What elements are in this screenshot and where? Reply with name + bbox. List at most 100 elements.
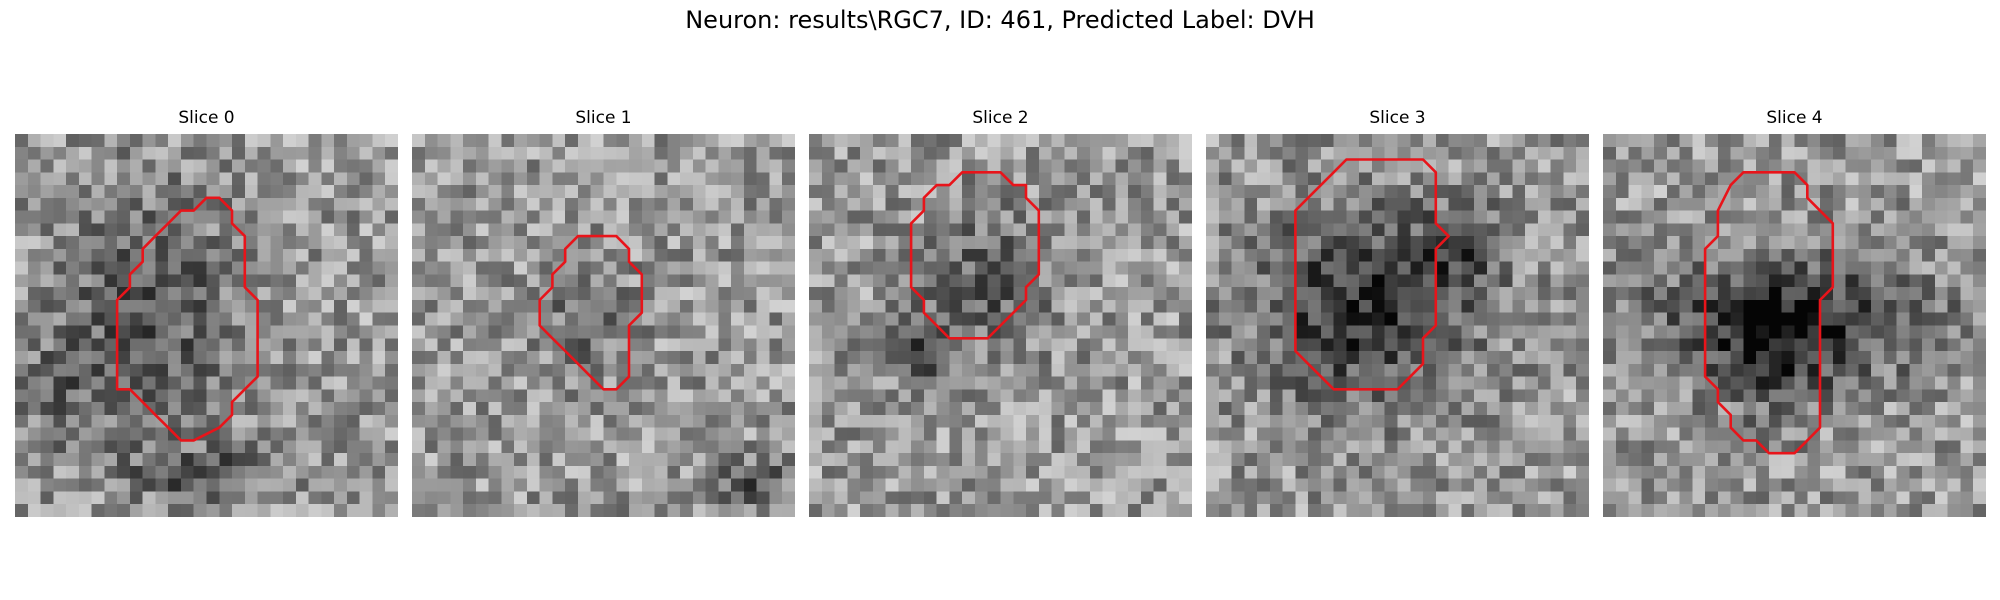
pixel: [1537, 491, 1552, 505]
pixel: [1089, 172, 1104, 186]
pixel: [1576, 197, 1589, 212]
pixel: [821, 351, 836, 365]
pixel: [1717, 491, 1732, 505]
pixel: [104, 312, 118, 327]
pixel: [514, 389, 528, 403]
pixel: [372, 146, 386, 161]
pixel: [78, 376, 93, 390]
pixel: [91, 440, 105, 454]
pixel: [180, 440, 195, 454]
pixel: [117, 427, 131, 441]
pixel: [1947, 287, 1962, 301]
pixel: [1269, 172, 1284, 186]
pixel: [680, 504, 694, 517]
pixel: [91, 414, 105, 429]
pixel: [1576, 312, 1589, 327]
pixel: [180, 491, 195, 505]
pixel: [1960, 185, 1974, 199]
pixel: [1359, 197, 1373, 212]
pixel: [782, 261, 795, 276]
pixel: [1576, 351, 1589, 365]
pixel: [321, 146, 335, 161]
pixel: [898, 414, 912, 429]
pixel: [1512, 274, 1526, 288]
pixel: [577, 197, 592, 212]
pixel: [1871, 440, 1885, 454]
pixel: [1410, 338, 1424, 352]
pixel: [1153, 363, 1168, 378]
pixel: [1615, 210, 1630, 224]
pixel: [1973, 376, 1986, 390]
pixel: [756, 491, 771, 505]
pixel: [1295, 223, 1309, 237]
pixel: [1756, 172, 1770, 186]
pixel: [1102, 134, 1116, 148]
pixel: [1781, 299, 1796, 314]
pixel: [1320, 351, 1335, 365]
pixel: [705, 363, 719, 378]
pixel: [667, 440, 681, 454]
pixel: [1922, 440, 1936, 454]
pixel: [1371, 248, 1386, 263]
pixel: [1038, 453, 1053, 467]
pixel: [885, 427, 899, 441]
pixel: [1371, 210, 1386, 224]
pixel: [743, 287, 758, 301]
pixel: [424, 223, 439, 237]
pixel: [860, 338, 874, 352]
pixel: [1922, 146, 1936, 161]
pixel: [911, 427, 925, 441]
pixel: [359, 248, 374, 263]
pixel: [1064, 427, 1078, 441]
pixel: [616, 351, 630, 365]
pixel: [1102, 185, 1116, 199]
pixel: [1295, 261, 1309, 276]
pixel: [590, 261, 605, 276]
pixel: [809, 504, 823, 517]
pixel: [1038, 325, 1053, 339]
pixel: [1628, 159, 1642, 173]
pixel: [283, 261, 297, 276]
pixel: [1628, 440, 1642, 454]
pixel: [872, 210, 887, 224]
pixel: [898, 453, 912, 467]
pixel: [834, 287, 848, 301]
pixel: [1934, 159, 1949, 173]
pixel: [270, 465, 284, 480]
pixel: [385, 248, 398, 263]
pixel: [629, 389, 643, 403]
pixel: [1871, 351, 1885, 365]
pixel: [718, 172, 732, 186]
pixel: [1705, 185, 1719, 199]
pixel: [1474, 453, 1488, 467]
pixel: [577, 159, 592, 173]
pixel: [372, 287, 386, 301]
pixel: [424, 465, 439, 480]
pixel: [834, 261, 848, 276]
pixel: [412, 185, 426, 199]
pixel: [885, 491, 899, 505]
pixel: [129, 274, 144, 288]
pixel: [412, 376, 426, 390]
pixel: [232, 146, 246, 161]
pixel: [1257, 338, 1271, 352]
pixel: [1486, 414, 1501, 429]
pixel: [1166, 338, 1180, 352]
pixel: [1218, 504, 1233, 517]
pixel: [104, 491, 118, 505]
pixel: [117, 440, 131, 454]
pixel: [488, 236, 502, 250]
pixel: [1231, 134, 1245, 148]
pixel: [692, 465, 707, 480]
pixel: [437, 491, 451, 505]
pixel: [911, 402, 925, 416]
pixel: [860, 478, 874, 493]
pixel: [1051, 261, 1065, 276]
pixel: [155, 325, 169, 339]
pixel: [1064, 146, 1078, 161]
pixel: [1909, 210, 1923, 224]
pixel: [1512, 478, 1526, 493]
pixel: [1244, 274, 1258, 288]
pixel: [488, 299, 502, 314]
pixel: [1960, 338, 1974, 352]
